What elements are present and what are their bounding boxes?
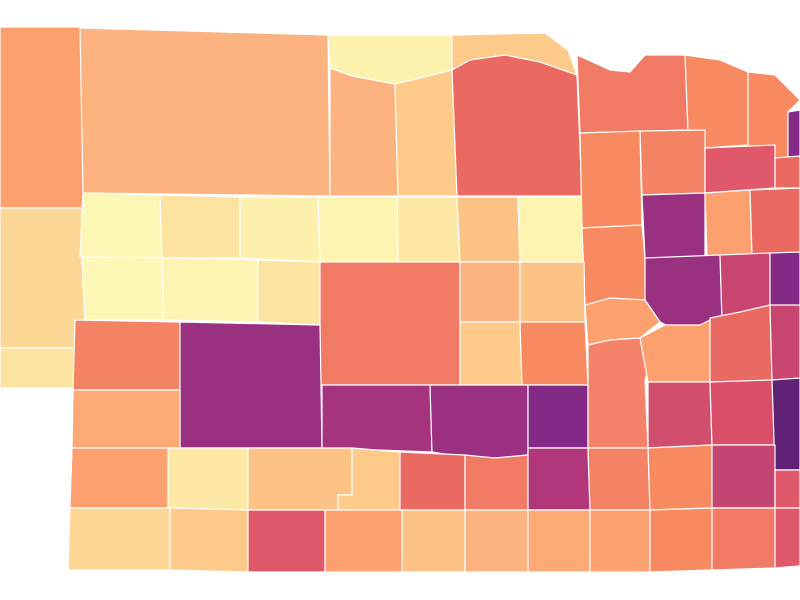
county[interactable] <box>0 26 86 209</box>
county[interactable] <box>396 196 461 263</box>
county[interactable] <box>519 321 589 386</box>
county[interactable] <box>527 384 589 449</box>
county[interactable] <box>576 54 689 134</box>
county[interactable] <box>69 447 169 509</box>
county[interactable] <box>319 261 461 386</box>
county[interactable] <box>257 259 321 326</box>
county[interactable] <box>329 67 399 197</box>
county[interactable] <box>247 447 353 511</box>
county[interactable] <box>161 257 259 323</box>
county[interactable] <box>167 447 249 511</box>
county[interactable] <box>641 192 706 261</box>
county[interactable] <box>464 509 529 573</box>
county[interactable] <box>401 509 466 573</box>
county[interactable] <box>71 389 181 449</box>
county[interactable] <box>169 507 249 573</box>
county[interactable] <box>527 447 591 511</box>
county[interactable] <box>67 507 171 571</box>
county[interactable] <box>459 261 521 323</box>
county[interactable] <box>639 129 706 196</box>
county[interactable] <box>0 347 76 389</box>
county[interactable] <box>247 509 326 573</box>
county[interactable] <box>79 27 331 197</box>
county[interactable] <box>769 304 800 381</box>
county[interactable] <box>649 507 713 573</box>
county[interactable] <box>787 109 800 159</box>
county[interactable] <box>179 321 323 449</box>
county[interactable] <box>749 187 800 256</box>
county[interactable] <box>769 251 800 311</box>
county[interactable] <box>589 509 651 573</box>
county[interactable] <box>429 384 529 459</box>
county[interactable] <box>774 469 800 509</box>
county[interactable] <box>72 319 181 391</box>
county[interactable] <box>711 507 776 571</box>
county[interactable] <box>579 130 643 229</box>
county[interactable] <box>81 256 165 321</box>
county[interactable] <box>459 321 523 386</box>
county[interactable] <box>587 337 656 449</box>
county[interactable] <box>587 447 651 511</box>
county[interactable] <box>464 454 529 511</box>
county[interactable] <box>709 379 776 446</box>
county[interactable] <box>324 509 403 573</box>
county[interactable] <box>317 196 399 263</box>
county[interactable] <box>239 196 321 263</box>
county[interactable] <box>79 192 163 259</box>
county[interactable] <box>451 54 583 197</box>
county[interactable] <box>527 509 591 573</box>
county[interactable] <box>704 144 776 194</box>
county[interactable] <box>704 189 753 259</box>
county[interactable] <box>456 196 521 263</box>
county[interactable] <box>709 304 773 383</box>
county[interactable] <box>159 194 241 259</box>
county[interactable] <box>711 444 776 509</box>
county[interactable] <box>519 261 586 323</box>
county[interactable] <box>0 207 86 349</box>
county[interactable] <box>399 451 466 511</box>
county[interactable] <box>647 444 713 511</box>
county[interactable] <box>647 381 713 449</box>
county[interactable] <box>774 155 800 189</box>
county[interactable] <box>581 224 646 306</box>
county[interactable] <box>321 384 433 453</box>
county-layer <box>0 26 800 573</box>
county[interactable] <box>394 69 458 197</box>
county[interactable] <box>774 507 800 569</box>
county[interactable] <box>517 196 585 263</box>
county[interactable] <box>771 377 800 471</box>
